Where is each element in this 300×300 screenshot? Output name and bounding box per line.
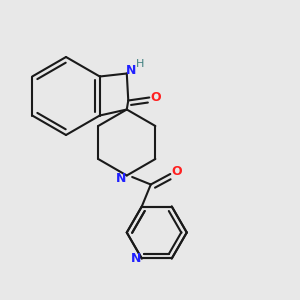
- Text: N: N: [116, 172, 126, 185]
- Text: H: H: [136, 59, 145, 70]
- Text: O: O: [151, 91, 161, 104]
- Text: N: N: [130, 252, 141, 265]
- Text: O: O: [172, 165, 182, 178]
- Text: N: N: [126, 64, 136, 77]
